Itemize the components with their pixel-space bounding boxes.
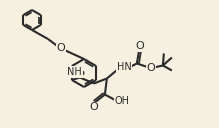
Text: NH: NH xyxy=(67,67,82,77)
Text: OH: OH xyxy=(114,97,129,106)
Text: O: O xyxy=(147,63,155,73)
Text: O: O xyxy=(57,43,65,53)
Text: O: O xyxy=(136,41,144,51)
Text: HN: HN xyxy=(117,62,131,72)
Text: O: O xyxy=(90,103,98,113)
